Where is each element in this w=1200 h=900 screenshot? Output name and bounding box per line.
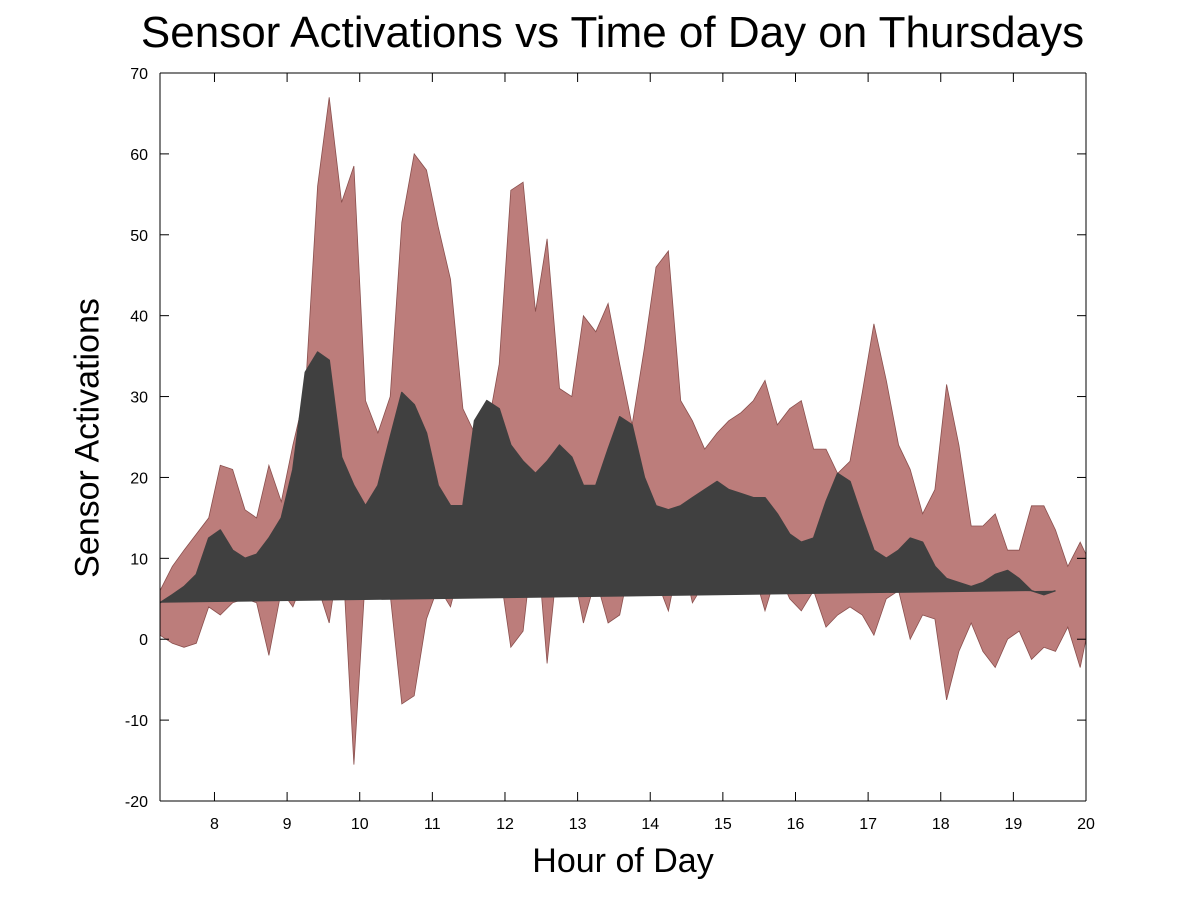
- x-tick-label: 18: [932, 816, 950, 833]
- y-tick-label: 60: [130, 147, 148, 164]
- x-tick-label: 16: [787, 816, 805, 833]
- x-tick-label: 11: [424, 816, 441, 833]
- y-tick-label: 70: [130, 66, 148, 83]
- x-tick-label: 10: [351, 816, 369, 833]
- plot-area: [159, 97, 1087, 765]
- axes: -20 -10 0 10 20 30 40 50 60 70 8 9 10 11 12 13 14 15 16 17 1…: [125, 66, 1095, 833]
- mean-band: [159, 351, 1056, 604]
- y-tick-label: 30: [130, 390, 148, 407]
- x-axis-label: Hour of Day: [532, 842, 714, 880]
- x-tick-label: 14: [641, 816, 659, 833]
- x-tick-label: 13: [569, 816, 587, 833]
- x-tick-label: 19: [1004, 816, 1022, 833]
- x-tick-label: 15: [714, 816, 732, 833]
- y-tick-label: 10: [130, 551, 148, 568]
- y-tick-label: 0: [139, 632, 148, 649]
- x-tick-label: 12: [496, 816, 514, 833]
- y-tick-label: -10: [125, 713, 148, 730]
- x-tick-label: 17: [859, 816, 877, 833]
- y-tick-label: 20: [130, 470, 148, 487]
- x-tick-label: 9: [283, 816, 292, 833]
- y-tick-label: 50: [130, 228, 148, 245]
- y-tick-label: 40: [130, 309, 148, 326]
- y-tick-label: -20: [125, 794, 148, 811]
- x-tick-label: 8: [210, 816, 219, 833]
- y-axis-label: Sensor Activations: [68, 298, 107, 578]
- x-tick-label: 20: [1077, 816, 1095, 833]
- chart-title: Sensor Activations vs Time of Day on Thu…: [140, 8, 1085, 57]
